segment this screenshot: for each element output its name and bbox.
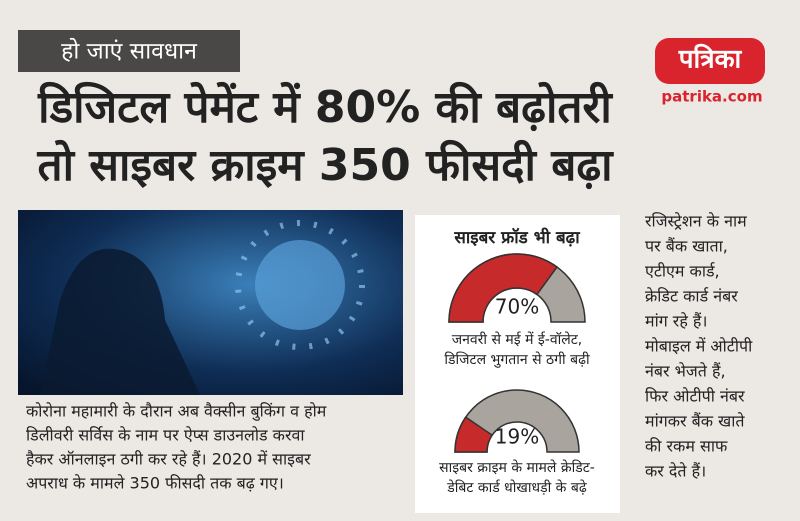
logo-box [655, 38, 765, 84]
virus [255, 240, 345, 330]
side-line: एटीएम कार्ड, [645, 262, 720, 281]
gauge-value [448, 253, 559, 323]
logo-site: patrika.com [661, 88, 762, 106]
gauges: 70% जनवरी से मई में ई-वॉलेट, डिजिटल भुगतान… [439, 253, 595, 496]
side-line: मांग रहे हैं। [645, 312, 708, 331]
body-line: हैकर ऑनलाइन ठगी कर रहे हैं। 2020 में साइ… [26, 450, 311, 469]
side-line: रजिस्ट्रेशन के नाम [645, 212, 747, 231]
headline: डिजिटल पेमेंट में 80% की बढ़ोतरी [37, 81, 613, 133]
side-line: कर देते हैं। [645, 462, 706, 481]
gauge-label: 19% [495, 425, 539, 449]
side-line: मांगकर बैंक खाते [645, 412, 745, 431]
badge-box [18, 30, 240, 72]
headline: तो साइबर क्राइम 350 फीसदी बढ़ा [37, 139, 615, 191]
gauge-value [454, 416, 494, 453]
side-line: मोबाइल में ओटीपी [645, 337, 753, 356]
side-line: की रकम साफ [645, 437, 728, 456]
gauge-label: 70% [495, 295, 539, 319]
side-line: फिर ओटीपी नंबर [645, 387, 745, 406]
badge: हो जाएं सावधान [61, 38, 198, 65]
side-line: पर बैंक खाता, [645, 237, 728, 256]
body-line: कोरोना महामारी के दौरान अब वैक्सीन बुकिं… [26, 402, 327, 422]
gauge-caption: जनवरी से मई में ई-वॉलेट, [452, 331, 583, 348]
hacker [40, 248, 200, 395]
body-line: अपराध के मामले 350 फीसदी तक बढ़ गए। [26, 474, 284, 493]
side-line: नंबर भेजते हैं, [645, 362, 726, 381]
gauge-caption: डेबिट कार्ड धोखाधड़ी के बढ़े [446, 479, 588, 496]
body-text: कोरोना महामारी के दौरान अब वैक्सीन बुकिं… [26, 402, 327, 493]
body-line: डिलीवरी सर्विस के नाम पर ऐप्स डाउनलोड कर… [26, 426, 305, 445]
virus-spikes [235, 220, 365, 350]
gauge-caption: डिजिटल भुगतान से ठगी बढ़ी [444, 351, 590, 368]
gauge-caption: साइबर क्राइम के मामले क्रेडिट- [439, 459, 595, 476]
panel-title: साइबर फ्रॉड भी बढ़ा [453, 227, 580, 248]
side-text: रजिस्ट्रेशन के नाम पर बैंक खाता, एटीएम कार… [645, 212, 753, 481]
side-line: क्रेडिट कार्ड नंबर [645, 287, 738, 306]
logo-name: पत्रिका [678, 44, 743, 75]
